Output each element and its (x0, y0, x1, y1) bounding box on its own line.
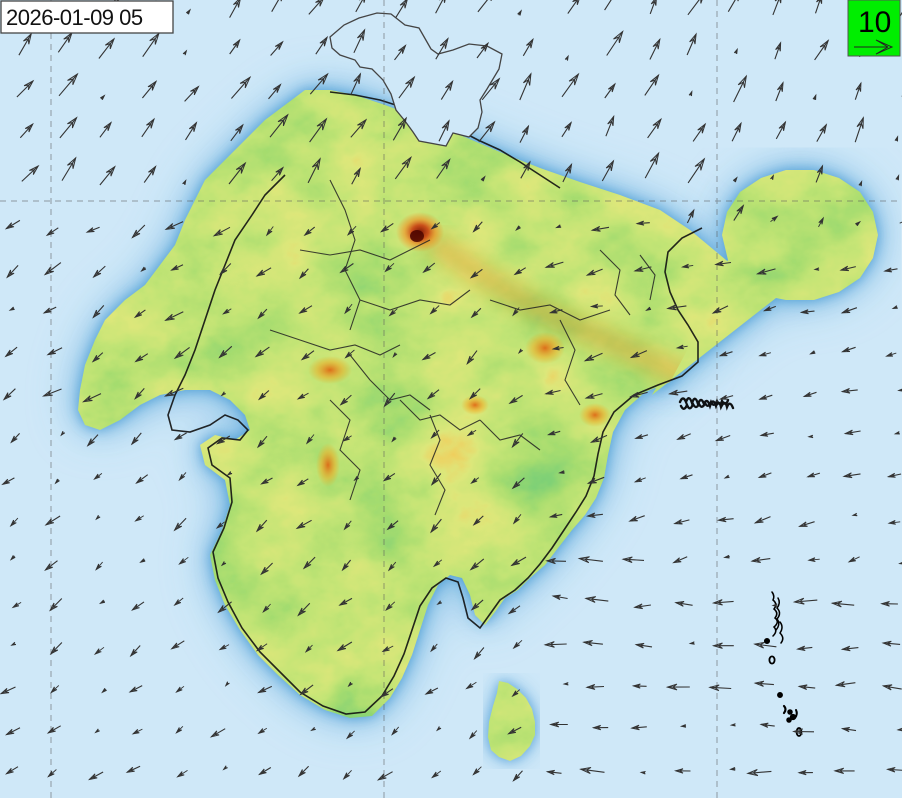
svg-text:2026-01-09 05: 2026-01-09 05 (6, 5, 143, 30)
svg-text:10: 10 (858, 6, 891, 39)
